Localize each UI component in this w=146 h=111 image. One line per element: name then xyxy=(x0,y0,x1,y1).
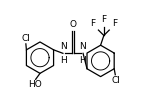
Text: N: N xyxy=(60,42,67,51)
Text: F: F xyxy=(101,15,106,24)
Text: H: H xyxy=(60,56,67,65)
Text: H: H xyxy=(79,56,86,65)
Text: O: O xyxy=(69,20,77,29)
Text: Cl: Cl xyxy=(111,76,120,85)
Text: F: F xyxy=(112,19,117,28)
Text: HO: HO xyxy=(28,80,42,89)
Text: N: N xyxy=(79,42,86,51)
Text: F: F xyxy=(91,19,96,28)
Text: Cl: Cl xyxy=(21,34,30,43)
